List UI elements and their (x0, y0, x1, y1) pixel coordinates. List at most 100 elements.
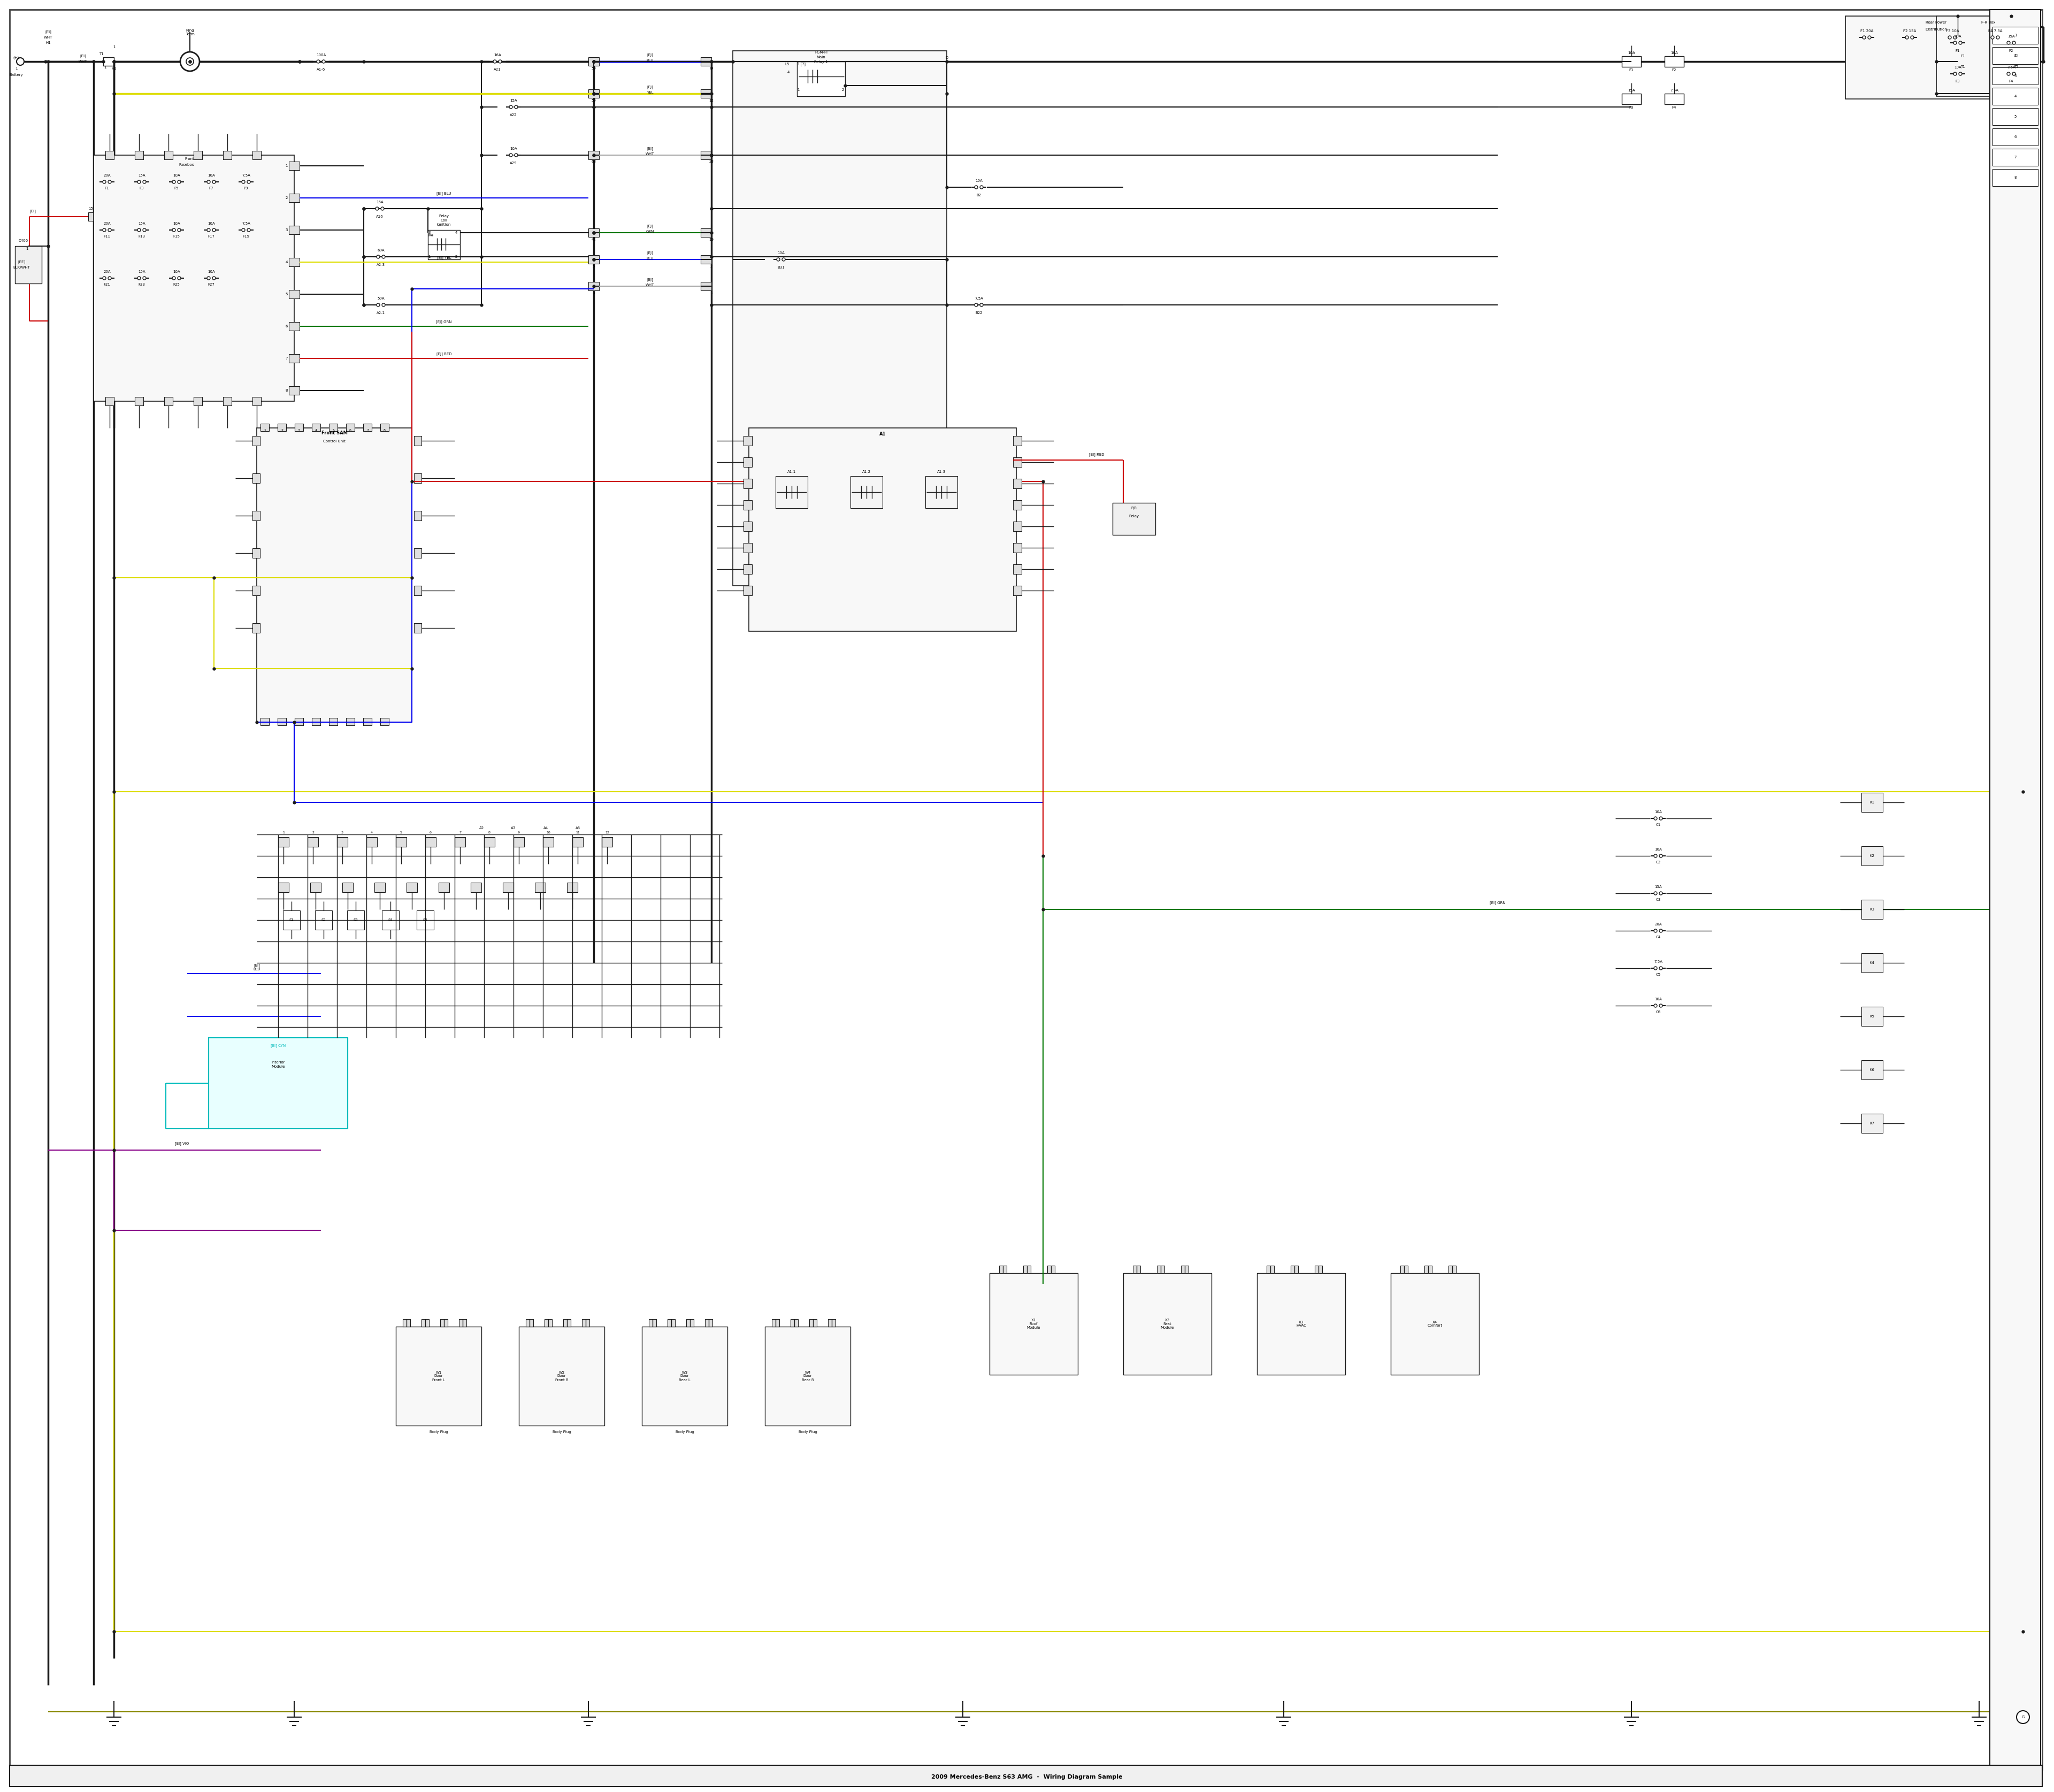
Bar (294, 423, 304, 432)
Text: [EJ] GRN: [EJ] GRN (435, 321, 452, 324)
Text: 7.5A: 7.5A (242, 222, 251, 226)
Bar (1048, 1265, 1056, 1272)
Bar (105, 396, 113, 405)
Text: 2: 2 (286, 197, 288, 199)
Circle shape (1867, 36, 1871, 39)
Text: 1: 1 (113, 45, 115, 48)
Bar (136, 396, 144, 405)
Bar (581, 1319, 589, 1326)
Circle shape (212, 276, 216, 280)
Bar (290, 258, 300, 267)
Circle shape (1947, 36, 1951, 39)
Circle shape (109, 181, 111, 183)
Bar (1156, 1265, 1165, 1272)
Text: K5: K5 (1869, 1014, 1875, 1018)
Text: 16A: 16A (376, 201, 384, 204)
Text: Control Unit: Control Unit (322, 439, 345, 443)
Circle shape (242, 181, 244, 183)
Bar (1861, 1061, 1884, 1079)
Text: [EI]: [EI] (29, 210, 35, 213)
Bar (485, 837, 495, 848)
Bar (1992, 27, 2038, 43)
Text: 5: 5 (401, 831, 403, 835)
Bar (1861, 846, 1884, 866)
Text: 20A: 20A (103, 271, 111, 274)
Text: A2-3: A2-3 (376, 263, 386, 267)
Bar (544, 1319, 553, 1326)
Circle shape (16, 57, 25, 65)
Text: K7: K7 (1869, 1122, 1875, 1125)
Circle shape (1653, 930, 1658, 932)
Text: 1: 1 (427, 254, 431, 258)
Text: G: G (2021, 1715, 2025, 1719)
Bar (364, 719, 372, 726)
Text: F1: F1 (1955, 48, 1960, 52)
Circle shape (974, 303, 978, 306)
Bar (310, 883, 320, 892)
Circle shape (509, 106, 511, 109)
Text: A3: A3 (511, 826, 516, 830)
Text: 3: 3 (298, 428, 300, 432)
Circle shape (1660, 966, 1662, 969)
Text: D: D (945, 56, 949, 59)
Bar (700, 151, 711, 159)
Text: 4: 4 (787, 70, 789, 73)
Text: F4: F4 (1672, 106, 1676, 109)
Circle shape (173, 181, 175, 183)
Text: 10A: 10A (1656, 998, 1662, 1002)
Bar (587, 281, 600, 290)
Bar (1861, 953, 1884, 973)
Bar (744, 478, 752, 489)
Text: F2: F2 (2013, 54, 2019, 57)
Text: 4: 4 (456, 231, 458, 235)
Text: A1-2: A1-2 (863, 470, 871, 473)
Text: 68: 68 (592, 159, 596, 163)
Text: [EJ]: [EJ] (647, 54, 653, 57)
Text: A2-1: A2-1 (376, 312, 386, 315)
Text: [EI] RED: [EI] RED (1089, 453, 1105, 457)
Bar (277, 719, 286, 726)
Bar (1290, 1265, 1298, 1272)
Bar (1391, 1272, 1479, 1374)
Text: 3: 3 (341, 831, 343, 835)
Text: 8: 8 (489, 831, 491, 835)
Text: BLU: BLU (647, 256, 653, 260)
Bar (573, 837, 583, 848)
Text: [EJ] YEL: [EJ] YEL (438, 256, 452, 260)
Bar (396, 837, 407, 848)
Bar (283, 910, 300, 930)
Text: F23: F23 (138, 283, 146, 287)
Text: W1
Door
Front L: W1 Door Front L (431, 1371, 446, 1382)
Bar (1113, 504, 1154, 536)
Text: [EI] VIO: [EI] VIO (175, 1142, 189, 1145)
Text: W4
Door
Rear R: W4 Door Rear R (801, 1371, 813, 1382)
Circle shape (1660, 930, 1662, 932)
Bar (744, 457, 752, 468)
Text: 42: 42 (592, 238, 596, 242)
Text: 10A: 10A (1670, 52, 1678, 54)
Bar (764, 1326, 850, 1426)
Bar (290, 194, 300, 202)
Bar (1013, 564, 1021, 573)
Text: 10A: 10A (207, 174, 216, 177)
Circle shape (212, 228, 216, 231)
Circle shape (1653, 892, 1658, 894)
Bar (415, 435, 421, 446)
Text: 2: 2 (456, 254, 458, 258)
Bar (1013, 435, 1021, 446)
Text: Front: Front (185, 158, 195, 161)
Circle shape (173, 276, 175, 280)
Bar (828, 1319, 836, 1326)
Bar (14, 246, 41, 283)
Text: [EJ]: [EJ] (647, 278, 653, 281)
Bar (850, 477, 883, 509)
Bar (772, 1319, 778, 1326)
Circle shape (1653, 966, 1658, 969)
Text: 16A: 16A (493, 54, 501, 57)
Text: K3: K3 (1869, 909, 1875, 910)
Bar (1401, 1265, 1407, 1272)
Bar (136, 151, 144, 159)
Text: A1: A1 (879, 432, 885, 437)
Text: 10A: 10A (776, 251, 785, 254)
Bar (314, 910, 333, 930)
